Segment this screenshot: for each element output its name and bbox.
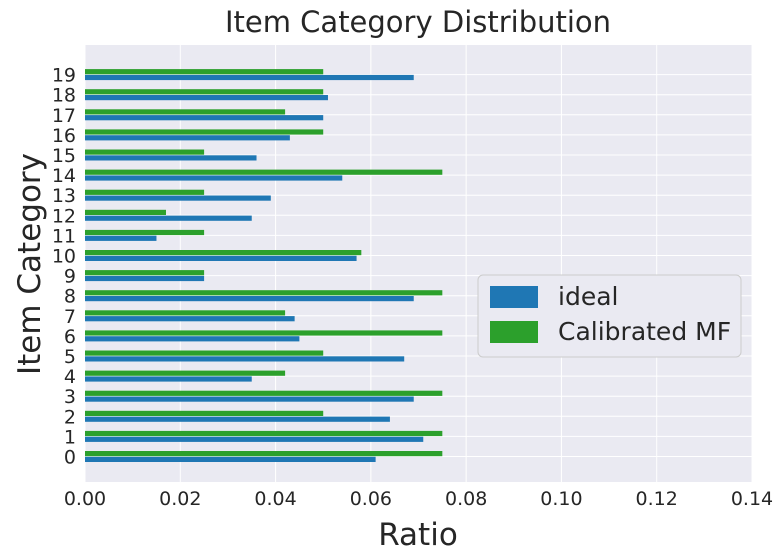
y-tick-label: 19 bbox=[52, 65, 76, 87]
x-axis-label: Ratio bbox=[378, 517, 458, 553]
bar-ideal bbox=[85, 296, 414, 302]
bar-ideal bbox=[85, 376, 252, 382]
bar-calibrated-mf bbox=[85, 189, 205, 195]
legend: ideal Calibrated MF bbox=[477, 274, 742, 358]
bar-calibrated-mf bbox=[85, 451, 443, 457]
y-axis-label: Item Category bbox=[12, 153, 48, 375]
bar-calibrated-mf bbox=[85, 69, 324, 75]
y-tick-label: 9 bbox=[64, 266, 76, 288]
legend-box bbox=[477, 274, 742, 358]
y-tick-label: 5 bbox=[64, 346, 76, 368]
bar-ideal bbox=[85, 115, 324, 121]
y-tick-label: 17 bbox=[52, 105, 76, 127]
bar-calibrated-mf bbox=[85, 290, 443, 296]
y-tick-label: 15 bbox=[52, 145, 76, 167]
x-tick-label: 0.00 bbox=[64, 488, 106, 510]
bar-calibrated-mf bbox=[85, 250, 362, 256]
x-tick-label: 0.14 bbox=[731, 488, 773, 510]
bar-ideal bbox=[85, 316, 295, 322]
legend-swatch-ideal bbox=[490, 286, 538, 308]
y-tick-label: 2 bbox=[64, 406, 76, 428]
y-tick-label: 14 bbox=[52, 165, 76, 187]
bar-ideal bbox=[85, 95, 328, 101]
bar-calibrated-mf bbox=[85, 129, 324, 135]
bar-ideal bbox=[85, 195, 271, 201]
bar-ideal bbox=[85, 215, 252, 221]
y-tick-label: 8 bbox=[64, 286, 76, 308]
bar-ideal bbox=[85, 74, 414, 81]
y-tick-label: 7 bbox=[64, 306, 76, 328]
bar-calibrated-mf bbox=[85, 350, 324, 356]
bar-ideal bbox=[85, 135, 290, 141]
bar-calibrated-mf bbox=[85, 229, 205, 236]
x-tick-label: 0.02 bbox=[159, 488, 201, 510]
x-tick-label: 0.10 bbox=[540, 488, 582, 510]
bar-calibrated-mf bbox=[85, 109, 286, 115]
y-tick-label: 13 bbox=[52, 185, 76, 207]
x-axis-ticks: 0.00 0.02 0.04 0.06 0.08 0.10 0.12 0.14 bbox=[64, 488, 773, 510]
bar-calibrated-mf bbox=[85, 169, 443, 175]
bar-calibrated-mf bbox=[85, 430, 443, 437]
x-tick-label: 0.04 bbox=[254, 488, 296, 510]
bar-ideal bbox=[85, 416, 390, 422]
y-tick-label: 3 bbox=[64, 386, 76, 408]
y-tick-label: 6 bbox=[64, 326, 76, 348]
x-tick-label: 0.08 bbox=[445, 488, 487, 510]
bar-ideal bbox=[85, 436, 424, 442]
x-tick-label: 0.06 bbox=[350, 488, 392, 510]
y-tick-label: 16 bbox=[52, 125, 76, 147]
bar-calibrated-mf bbox=[85, 270, 205, 276]
bar-ideal bbox=[85, 155, 257, 161]
y-tick-label: 0 bbox=[64, 447, 76, 469]
chart-title: Item Category Distribution bbox=[225, 5, 611, 39]
bar-ideal bbox=[85, 336, 300, 342]
bar-calibrated-mf bbox=[85, 310, 286, 316]
legend-label-ideal: ideal bbox=[558, 282, 618, 311]
y-tick-label: 1 bbox=[64, 426, 76, 448]
bar-ideal bbox=[85, 255, 357, 261]
bar-ideal bbox=[85, 396, 414, 402]
bar-calibrated-mf bbox=[85, 89, 324, 95]
y-tick-label: 10 bbox=[52, 246, 76, 268]
bars bbox=[85, 69, 443, 462]
bar-ideal bbox=[85, 275, 205, 282]
bar-calibrated-mf bbox=[85, 410, 324, 416]
y-tick-label: 11 bbox=[52, 225, 76, 247]
bar-calibrated-mf bbox=[85, 330, 443, 336]
y-tick-label: 12 bbox=[52, 205, 76, 227]
legend-label-calibrated-mf: Calibrated MF bbox=[558, 317, 731, 346]
y-tick-label: 18 bbox=[52, 85, 76, 107]
y-tick-label: 4 bbox=[64, 366, 76, 388]
bar-calibrated-mf bbox=[85, 390, 443, 396]
legend-swatch-calibrated-mf bbox=[490, 321, 538, 343]
bar-ideal bbox=[85, 456, 376, 462]
bar-calibrated-mf bbox=[85, 370, 286, 376]
bar-calibrated-mf bbox=[85, 149, 205, 155]
bar-ideal bbox=[85, 175, 343, 181]
bar-ideal bbox=[85, 356, 405, 362]
x-tick-label: 0.12 bbox=[636, 488, 678, 510]
bar-ideal bbox=[85, 235, 157, 241]
bar-calibrated-mf bbox=[85, 209, 166, 215]
